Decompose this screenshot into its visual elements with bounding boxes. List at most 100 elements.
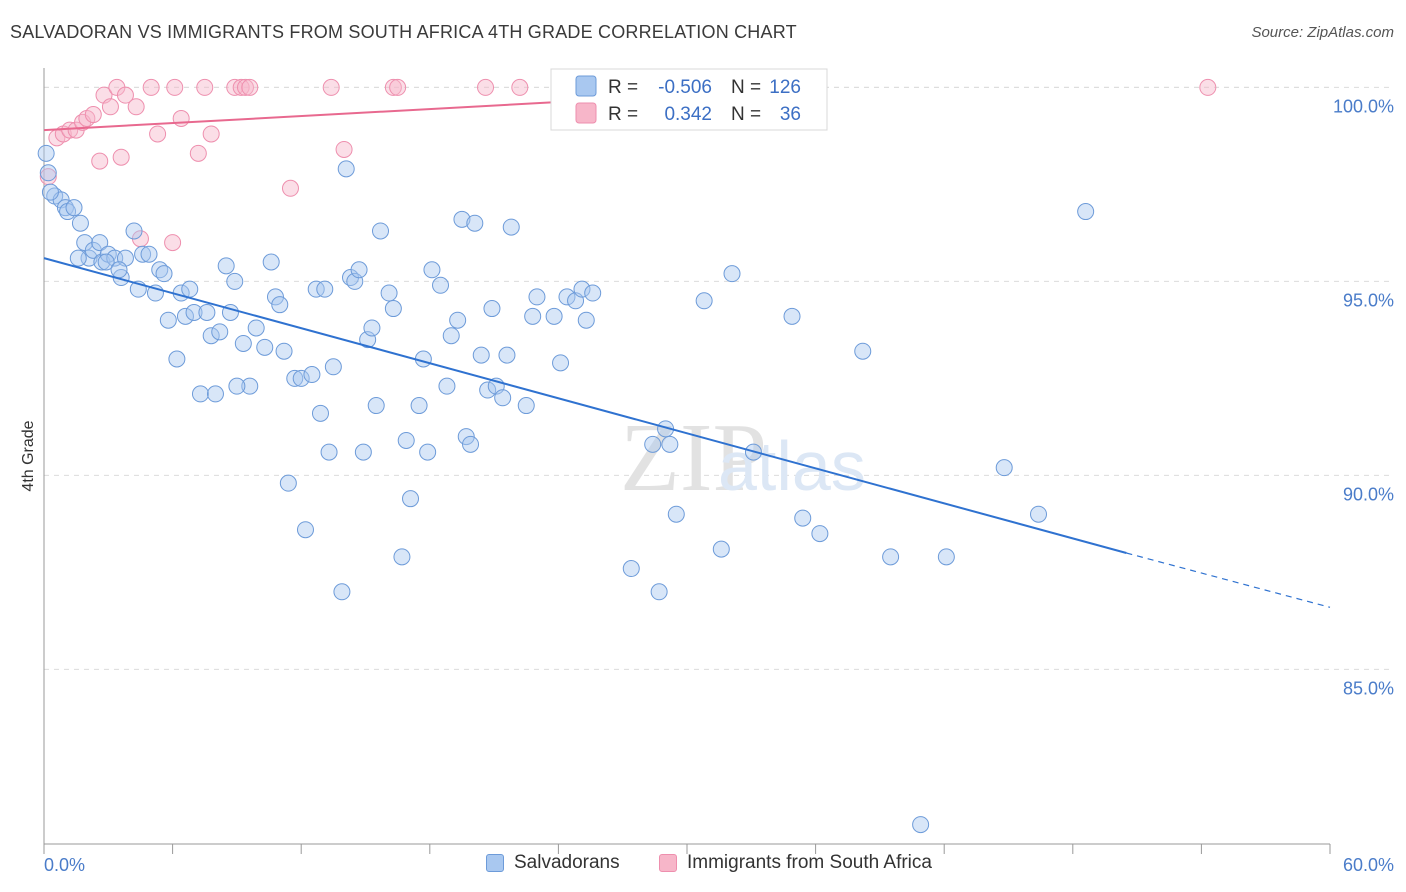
point-salvadoran: [275, 342, 293, 360]
stats-legend-box: [550, 68, 828, 131]
point-salvadoran: [206, 385, 224, 403]
point-south-africa: [477, 78, 495, 96]
point-salvadoran: [354, 443, 372, 461]
point-salvadoran: [185, 303, 203, 321]
point-south-africa: [84, 106, 102, 124]
point-salvadoran: [1030, 505, 1048, 523]
point-salvadoran: [483, 300, 501, 318]
point-salvadoran: [393, 548, 411, 566]
point-salvadoran: [466, 214, 484, 232]
point-salvadoran: [423, 261, 441, 279]
series-salvadorans: [37, 78, 1095, 834]
legend-swatch-blue: [486, 854, 504, 872]
point-salvadoran: [155, 265, 173, 283]
y-tick-label: 95.0%: [1343, 290, 1394, 310]
stats-n-label-1: N =: [731, 77, 761, 98]
point-salvadoran: [202, 327, 220, 345]
point-salvadoran: [577, 311, 595, 329]
point-salvadoran: [324, 358, 342, 376]
point-salvadoran: [524, 307, 542, 325]
point-south-africa: [236, 78, 254, 96]
point-salvadoran: [350, 261, 368, 279]
legend-label-south-africa: Immigrants from South Africa: [687, 852, 932, 873]
trend-line-salvadorans-extension: [1126, 552, 1331, 608]
point-salvadoran: [783, 307, 801, 325]
stats-r-label-1: R =: [608, 77, 638, 98]
point-south-africa: [335, 140, 353, 158]
point-south-africa: [241, 78, 259, 96]
point-south-africa: [1199, 78, 1217, 96]
point-salvadoran: [462, 435, 480, 453]
point-salvadoran: [372, 222, 390, 240]
point-salvadoran: [271, 296, 289, 314]
point-salvadoran: [110, 261, 128, 279]
y-tick-label: 85.0%: [1343, 678, 1394, 698]
point-south-africa: [112, 148, 130, 166]
point-salvadoran: [256, 338, 274, 356]
point-salvadoran: [667, 505, 685, 523]
point-salvadoran: [552, 354, 570, 372]
point-salvadoran: [311, 404, 329, 422]
point-salvadoran: [661, 435, 679, 453]
point-salvadoran: [37, 144, 55, 162]
point-salvadoran: [234, 334, 252, 352]
point-south-africa: [389, 78, 407, 96]
point-salvadoran: [211, 323, 229, 341]
point-salvadoran: [125, 222, 143, 240]
point-south-africa: [149, 125, 167, 143]
point-salvadoran: [1077, 203, 1095, 221]
point-salvadoran: [472, 346, 490, 364]
point-salvadoran: [449, 311, 467, 329]
y-tick-label: 90.0%: [1343, 484, 1394, 504]
stats-r-label-2: R =: [608, 104, 638, 125]
point-salvadoran: [498, 346, 516, 364]
point-salvadoran: [69, 249, 87, 267]
point-salvadoran: [432, 276, 450, 294]
point-salvadoran: [479, 381, 497, 399]
point-salvadoran: [912, 816, 930, 834]
point-salvadoran: [181, 280, 199, 298]
point-salvadoran: [811, 525, 829, 543]
point-south-africa: [101, 98, 119, 116]
point-salvadoran: [159, 311, 177, 329]
point-salvadoran: [937, 548, 955, 566]
point-salvadoran: [502, 218, 520, 236]
point-salvadoran: [402, 490, 420, 508]
point-salvadoran: [71, 214, 89, 232]
point-salvadoran: [228, 377, 246, 395]
stats-r-value-1: -0.506: [658, 77, 712, 98]
point-salvadoran: [695, 292, 713, 310]
point-salvadoran: [296, 521, 314, 539]
point-salvadoran: [545, 307, 563, 325]
stats-legend: R = -0.506 N = 126 R = 0.342 N = 36: [550, 68, 828, 131]
point-salvadoran: [723, 265, 741, 283]
watermark-atlas: atlas: [718, 427, 866, 505]
y-tick-label: 100.0%: [1333, 96, 1394, 116]
point-south-africa: [232, 78, 250, 96]
point-salvadoran: [558, 288, 576, 306]
point-salvadoran: [584, 284, 602, 302]
point-salvadoran: [794, 509, 812, 527]
point-salvadoran: [286, 369, 304, 387]
stats-legend-swatch-blue: [575, 75, 597, 97]
point-salvadoran: [247, 319, 265, 337]
point-south-africa: [127, 98, 145, 116]
point-salvadoran: [380, 284, 398, 302]
source-credit: Source: ZipAtlas.com: [1251, 24, 1394, 41]
point-salvadoran: [307, 280, 325, 298]
point-salvadoran: [41, 183, 59, 201]
point-salvadoran: [191, 385, 209, 403]
point-salvadoran: [457, 428, 475, 446]
point-salvadoran: [241, 377, 259, 395]
y-axis-label: 4th Grade: [20, 420, 37, 491]
point-south-africa: [172, 109, 190, 127]
point-salvadoran: [320, 443, 338, 461]
point-south-africa: [384, 78, 402, 96]
point-south-africa: [511, 78, 529, 96]
point-salvadoran: [442, 327, 460, 345]
point-salvadoran: [91, 234, 109, 252]
stats-r-value-2: 0.342: [664, 104, 712, 125]
point-south-africa: [189, 144, 207, 162]
stats-n-value-1: 126: [769, 77, 801, 98]
